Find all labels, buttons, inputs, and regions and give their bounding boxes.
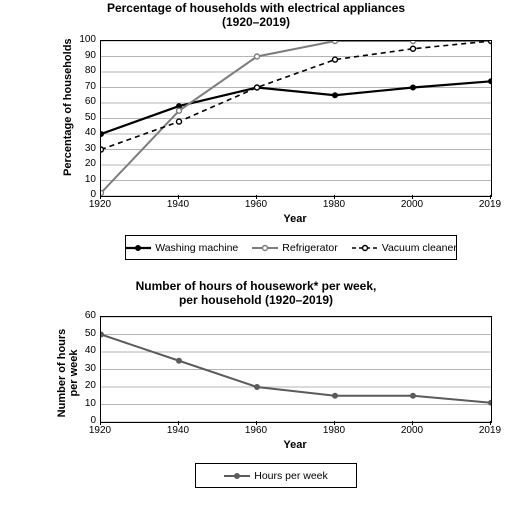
housework-plot-area: [100, 316, 492, 423]
housework-chart: Number of hours of housework* per week,p…: [0, 278, 512, 511]
legend-item: Hours per week: [224, 470, 328, 482]
x-tick-label: 1920: [80, 425, 120, 436]
chart-title-line: per household (1920–2019): [0, 294, 512, 308]
x-tick: [178, 421, 179, 425]
x-tick-label: 1940: [158, 425, 198, 436]
legend-label: Hours per week: [254, 470, 328, 482]
x-tick: [412, 195, 413, 199]
chart-title-line: (1920–2019): [0, 16, 512, 30]
y-tick-label: 20: [66, 380, 96, 391]
housework-chart-title: Number of hours of housework* per week,p…: [0, 280, 512, 308]
appliances-chart-title: Percentage of households with electrical…: [0, 2, 512, 30]
chart-title-line: Percentage of households with electrical…: [0, 2, 512, 16]
x-tick: [256, 195, 257, 199]
legend-label: Refrigerator: [282, 242, 337, 254]
x-tick-label: 1980: [314, 425, 354, 436]
page-root: Percentage of households with electrical…: [0, 0, 512, 511]
appliances-x-axis-label: Year: [100, 213, 490, 225]
chart-svg: [101, 317, 491, 422]
x-tick-label: 1980: [314, 199, 354, 210]
appliances-chart: Percentage of households with electrical…: [0, 0, 512, 270]
x-tick-label: 2000: [392, 199, 432, 210]
x-tick-label: 2019: [470, 199, 510, 210]
y-tick-label: 50: [66, 112, 96, 123]
x-tick: [490, 195, 491, 199]
y-tick-label: 50: [66, 328, 96, 339]
chart-svg: [101, 41, 491, 196]
legend-label: Vacuum cleaner: [382, 242, 457, 254]
y-tick-label: 30: [66, 143, 96, 154]
y-tick-label: 90: [66, 50, 96, 61]
x-tick-label: 1920: [80, 199, 120, 210]
x-tick-label: 1940: [158, 199, 198, 210]
legend-swatch: [252, 243, 278, 253]
legend-label: Washing machine: [155, 242, 238, 254]
y-tick-label: 60: [66, 96, 96, 107]
housework-legend: Hours per week: [195, 463, 357, 488]
x-tick: [256, 421, 257, 425]
x-tick: [178, 195, 179, 199]
y-tick-label: 40: [66, 345, 96, 356]
x-tick-label: 1960: [236, 425, 276, 436]
x-tick: [334, 421, 335, 425]
x-tick: [100, 421, 101, 425]
legend-item: Vacuum cleaner: [352, 242, 457, 254]
y-tick-label: 10: [66, 398, 96, 409]
legend-item: Refrigerator: [252, 242, 337, 254]
x-tick: [334, 195, 335, 199]
appliances-plot-area: [100, 40, 492, 197]
legend-swatch: [352, 243, 378, 253]
chart-title-line: Number of hours of housework* per week,: [0, 280, 512, 294]
y-tick-label: 60: [66, 310, 96, 321]
x-tick: [100, 195, 101, 199]
legend-swatch: [224, 471, 250, 481]
legend-swatch: [125, 243, 151, 253]
y-tick-label: 20: [66, 158, 96, 169]
legend-item: Washing machine: [125, 242, 238, 254]
y-tick-label: 80: [66, 65, 96, 76]
y-tick-label: 40: [66, 127, 96, 138]
y-tick-label: 10: [66, 174, 96, 185]
y-tick-label: 70: [66, 81, 96, 92]
x-tick-label: 2019: [470, 425, 510, 436]
appliances-legend: Washing machine Refrigerator Vacuum cleane…: [125, 235, 457, 260]
x-tick-label: 2000: [392, 425, 432, 436]
x-tick: [490, 421, 491, 425]
y-tick-label: 30: [66, 363, 96, 374]
housework-x-axis-label: Year: [100, 439, 490, 451]
x-tick-label: 1960: [236, 199, 276, 210]
y-tick-label: 100: [66, 34, 96, 45]
x-tick: [412, 421, 413, 425]
